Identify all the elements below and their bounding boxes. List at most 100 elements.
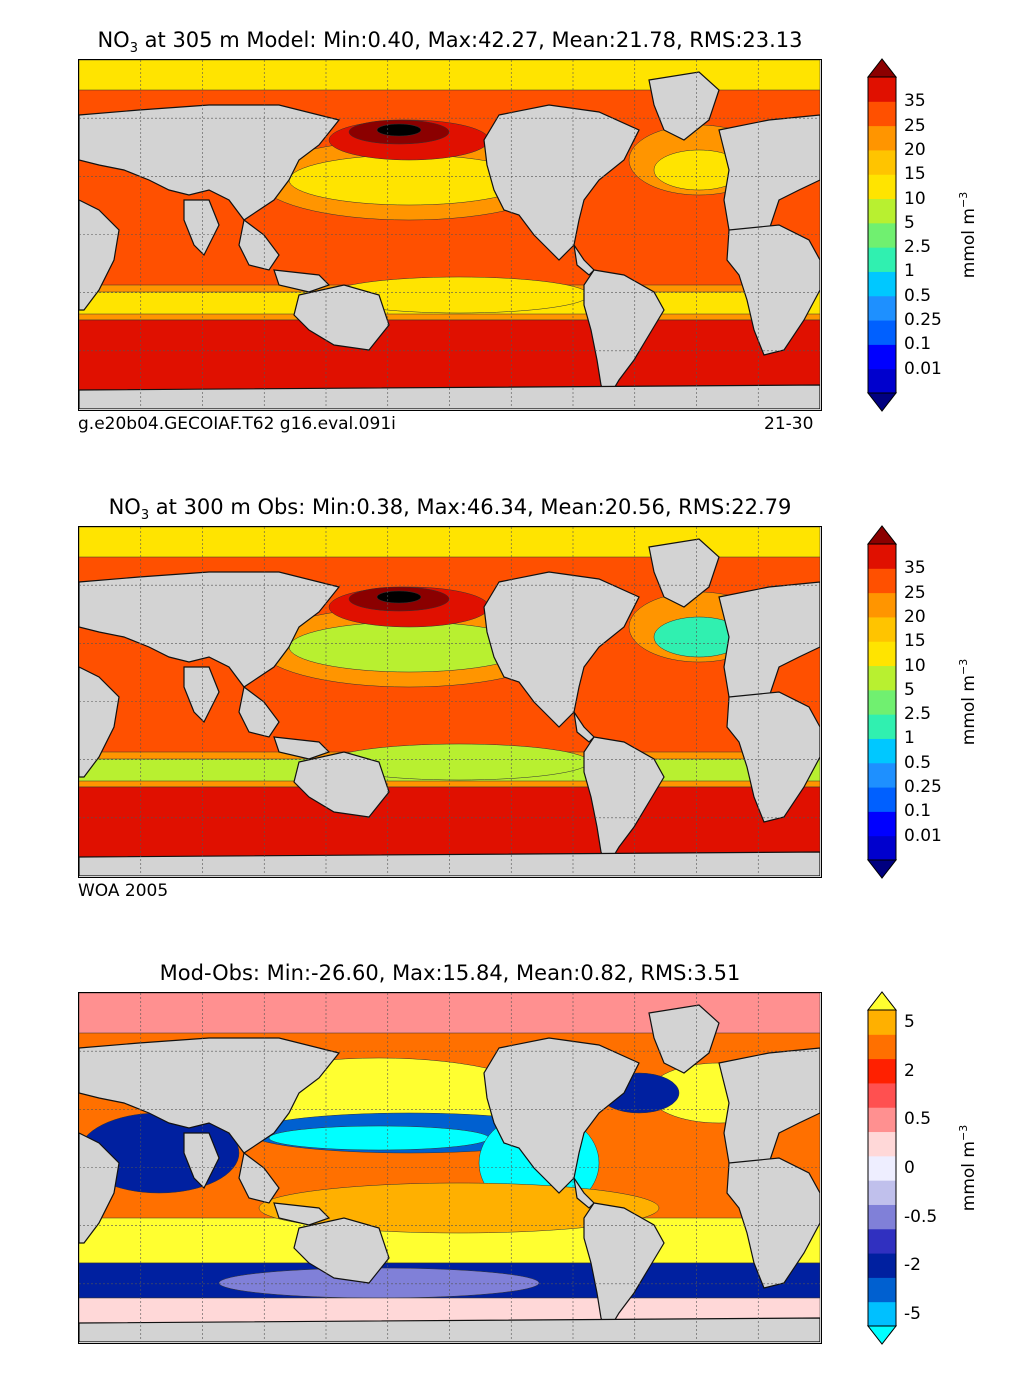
colorbar-svg <box>866 58 898 412</box>
map-svg <box>79 60 820 409</box>
map-plot <box>78 526 822 878</box>
map-gridlines <box>79 993 820 1342</box>
colorbar-tick-label: 5 <box>904 1012 915 1033</box>
colorbar-tick-label: 5 <box>904 679 915 700</box>
colorbar-segment <box>868 320 896 345</box>
colorbar-tick-label: 25 <box>904 115 926 136</box>
colorbar-segment <box>868 1107 896 1133</box>
colorbar-segment <box>868 1277 896 1303</box>
colorbar-tick-label: -2 <box>904 1255 921 1276</box>
colorbar-tick-label: 10 <box>904 655 926 676</box>
colorbar-segment <box>868 1301 896 1327</box>
colorbar-segment <box>868 295 896 321</box>
colorbar-segment <box>868 222 896 248</box>
colorbar-tick-label: 20 <box>904 139 926 160</box>
colorbar-segment <box>868 592 896 618</box>
map-svg <box>79 993 820 1342</box>
colorbar-tick-label: 0.25 <box>904 310 942 331</box>
colorbar-segment <box>868 1155 896 1181</box>
footer-case-name: g.e20b04.GECOIAF.T62 g16.eval.091i <box>78 414 396 434</box>
colorbar-segment <box>868 247 896 272</box>
colorbar-segment <box>868 835 896 861</box>
map-plot <box>78 992 822 1344</box>
colorbar-tick-label: 35 <box>904 558 926 579</box>
footer-source: WOA 2005 <box>78 881 169 901</box>
colorbar-segment <box>868 689 896 715</box>
colorbar-tick-label: 0.01 <box>904 358 942 379</box>
map-gridlines <box>79 527 820 876</box>
colorbar-tick-label: 0.5 <box>904 752 932 773</box>
colorbar-frame <box>867 543 897 861</box>
colorbar-label: mmol m−3 <box>957 1124 979 1212</box>
colorbar-tick-label: 0.5 <box>904 1109 932 1130</box>
colorbar-extend-low <box>866 1325 898 1345</box>
colorbar-tick-label: 1 <box>904 728 915 749</box>
colorbar-label: mmol m−3 <box>957 191 979 279</box>
colorbar-tick-label: 2.5 <box>904 237 932 258</box>
colorbar-tick-label: 2.5 <box>904 704 932 725</box>
colorbar-frame <box>867 1009 897 1327</box>
colorbar-segment <box>868 787 896 812</box>
colorbar-tick-label: 10 <box>904 188 926 209</box>
colorbar-segment <box>868 149 896 175</box>
colorbar-frame <box>867 76 897 394</box>
colorbar-tick-label: 0.01 <box>904 825 942 846</box>
colorbar-tick-label: 5 <box>904 212 915 233</box>
colorbar-segment <box>868 1253 896 1278</box>
colorbar-segment <box>868 1131 896 1157</box>
colorbar-extend-high <box>866 991 898 1011</box>
colorbar-segment <box>868 101 896 127</box>
colorbar-tick-label: -0.5 <box>904 1206 938 1227</box>
colorbar-segment <box>868 1058 896 1084</box>
colorbar-svg <box>866 525 898 879</box>
colorbar-label: mmol m−3 <box>957 658 979 746</box>
colorbar-segment <box>868 1082 896 1108</box>
colorbar-tick-label: 0 <box>904 1158 915 1178</box>
colorbar-tick-label: 0.25 <box>904 777 942 798</box>
colorbar-segment <box>868 77 896 102</box>
colorbar-segment <box>868 368 896 394</box>
colorbar-segment <box>868 665 896 691</box>
colorbar-tick-label: 2 <box>904 1060 915 1081</box>
colorbar-segment <box>868 174 896 200</box>
colorbar-segment <box>868 198 896 224</box>
colorbar-segment <box>868 616 896 642</box>
colorbar-segment <box>868 271 896 297</box>
chart-title: NO3 at 300 m Obs: Min:0.38, Max:46.34, M… <box>108 495 792 524</box>
colorbar-extend-high <box>866 525 898 545</box>
colorbar-segment <box>868 568 896 594</box>
colorbar-segment <box>868 344 896 370</box>
colorbar-tick-label: 25 <box>904 582 926 603</box>
colorbar-segment <box>868 1010 896 1035</box>
colorbar-tick-label: 0.5 <box>904 285 932 306</box>
colorbar-segment <box>868 125 896 151</box>
colorbar-extend-low <box>866 392 898 412</box>
colorbar-segment <box>868 1034 896 1060</box>
colorbar-segment <box>868 738 896 764</box>
colorbar <box>866 525 898 879</box>
colorbar-tick-label: 35 <box>904 91 926 112</box>
map-gridlines <box>79 60 820 409</box>
colorbar-segment <box>868 762 896 788</box>
colorbar-segment <box>868 811 896 837</box>
chart-title: NO3 at 305 m Model: Min:0.40, Max:42.27,… <box>97 28 803 57</box>
colorbar-segment <box>868 1228 896 1254</box>
colorbar <box>866 58 898 412</box>
land-mask <box>79 1004 820 1342</box>
colorbar-extend-low <box>866 859 898 879</box>
colorbar-segment <box>868 1204 896 1230</box>
colorbar-tick-label: 20 <box>904 606 926 627</box>
colorbar-extend-high <box>866 58 898 78</box>
colorbar-tick-label: 15 <box>904 164 926 185</box>
colorbar-tick-label: 1 <box>904 261 915 282</box>
colorbar-tick-label: -5 <box>904 1303 921 1324</box>
colorbar-segment <box>868 714 896 739</box>
colorbar-svg <box>866 991 898 1345</box>
map-svg <box>79 527 820 876</box>
colorbar-tick-label: 15 <box>904 631 926 652</box>
chart-title: Mod-Obs: Min:-26.60, Max:15.84, Mean:0.8… <box>159 961 741 985</box>
colorbar-segment <box>868 1180 896 1205</box>
colorbar-segment <box>868 544 896 569</box>
colorbar-tick-label: 0.1 <box>904 334 932 355</box>
colorbar-segment <box>868 641 896 667</box>
